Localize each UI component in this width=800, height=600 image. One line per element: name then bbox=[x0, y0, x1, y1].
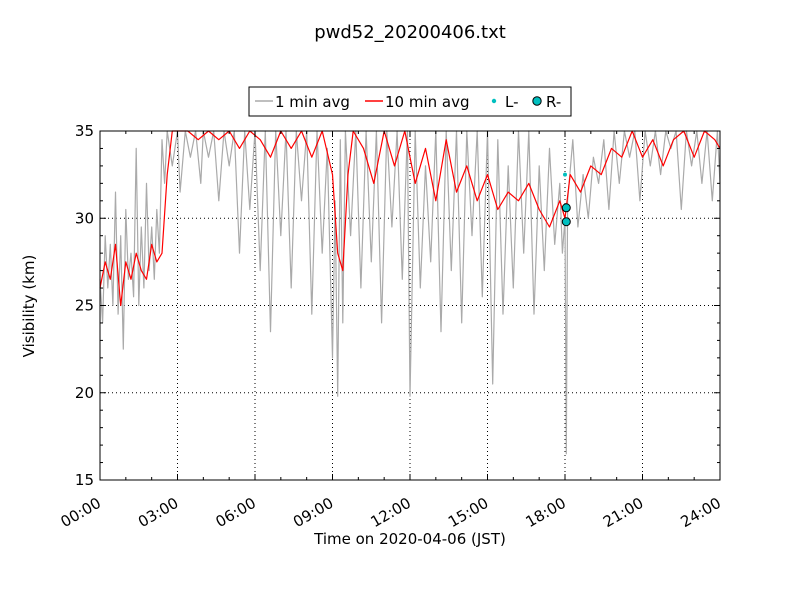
grid-lines bbox=[100, 131, 720, 480]
y-tick-label: 20 bbox=[75, 384, 94, 402]
y-tick-label: 25 bbox=[75, 297, 94, 315]
legend: 1 min avg 10 min avg L- R- bbox=[248, 86, 572, 117]
y-tick-label: 30 bbox=[75, 209, 94, 227]
legend-10min-label: 10 min avg bbox=[385, 93, 470, 111]
y-tick-label: 35 bbox=[75, 122, 94, 140]
series-r-point bbox=[561, 217, 571, 227]
axis-ticks bbox=[99, 130, 721, 481]
x-axis-label: Time on 2020-04-06 (JST) bbox=[313, 530, 506, 548]
legend-l-label: L- bbox=[505, 93, 519, 111]
legend-box bbox=[248, 86, 572, 117]
y-tick-label: 15 bbox=[75, 471, 94, 489]
series-10min-avg-line bbox=[99, 130, 721, 307]
legend-r-marker bbox=[532, 96, 542, 106]
series-l-point bbox=[563, 172, 567, 177]
legend-1min-label: 1 min avg bbox=[275, 93, 350, 111]
chart-title: pwd52_20200406.txt bbox=[314, 22, 506, 43]
y-tick-labels: 15 20 25 30 35 bbox=[75, 122, 94, 489]
legend-r-label: R- bbox=[546, 93, 561, 111]
series-r-point bbox=[561, 203, 571, 213]
y-axis-label: Visibility (km) bbox=[20, 255, 38, 358]
legend-l-marker bbox=[491, 98, 497, 104]
